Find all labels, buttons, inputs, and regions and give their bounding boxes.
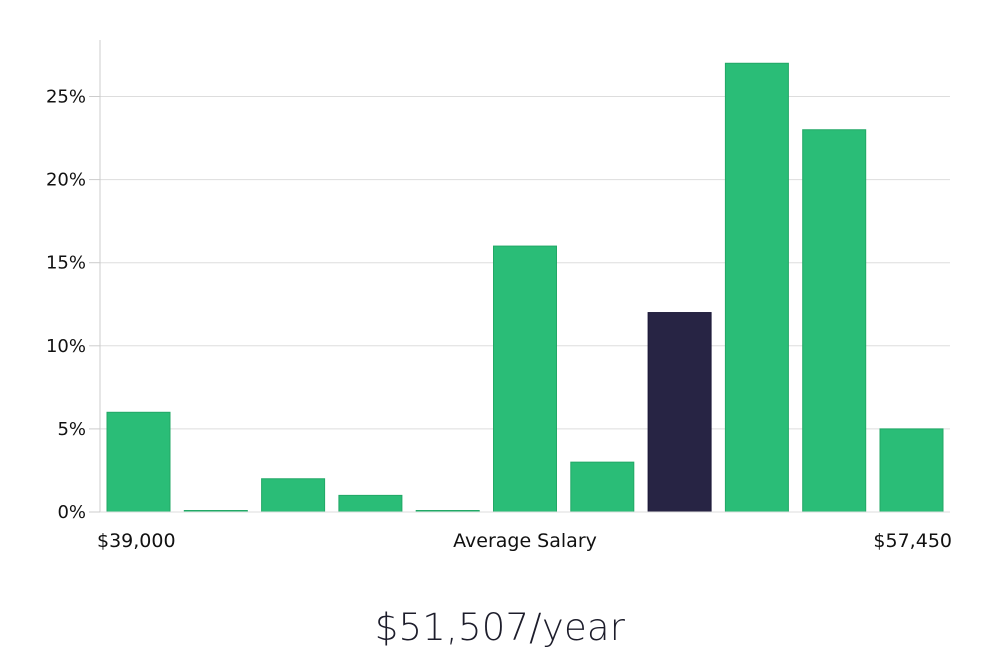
- y-tick-label: 25%: [46, 87, 86, 108]
- histogram-bar: [338, 494, 403, 513]
- y-tick-label: 15%: [46, 253, 86, 274]
- average-salary-headline: $51,507/year: [374, 606, 626, 649]
- y-tick-label: 0%: [57, 502, 86, 523]
- x-min-label: $39,000: [97, 530, 176, 552]
- bars: [106, 62, 944, 513]
- y-tick-label: 20%: [46, 170, 86, 191]
- histogram-bar: [724, 62, 789, 513]
- y-tick-label: 10%: [46, 336, 86, 357]
- axes: 0% 5% 10% 15% 20% 25%: [46, 40, 950, 523]
- histogram-bar-highlighted: [647, 312, 712, 513]
- salary-histogram-chart: 0%5%10%15%20%25% $39,000 Average Salary …: [46, 40, 952, 552]
- histogram-bar: [261, 478, 326, 513]
- histogram-bar: [879, 428, 944, 513]
- x-center-label: Average Salary: [453, 530, 597, 552]
- y-tick-label: 5%: [57, 419, 86, 440]
- histogram-bar: [493, 245, 557, 513]
- histogram-bar: [802, 129, 867, 513]
- histogram-bar: [570, 461, 635, 513]
- histogram-bar: [106, 411, 171, 513]
- x-max-label: $57,450: [873, 530, 952, 552]
